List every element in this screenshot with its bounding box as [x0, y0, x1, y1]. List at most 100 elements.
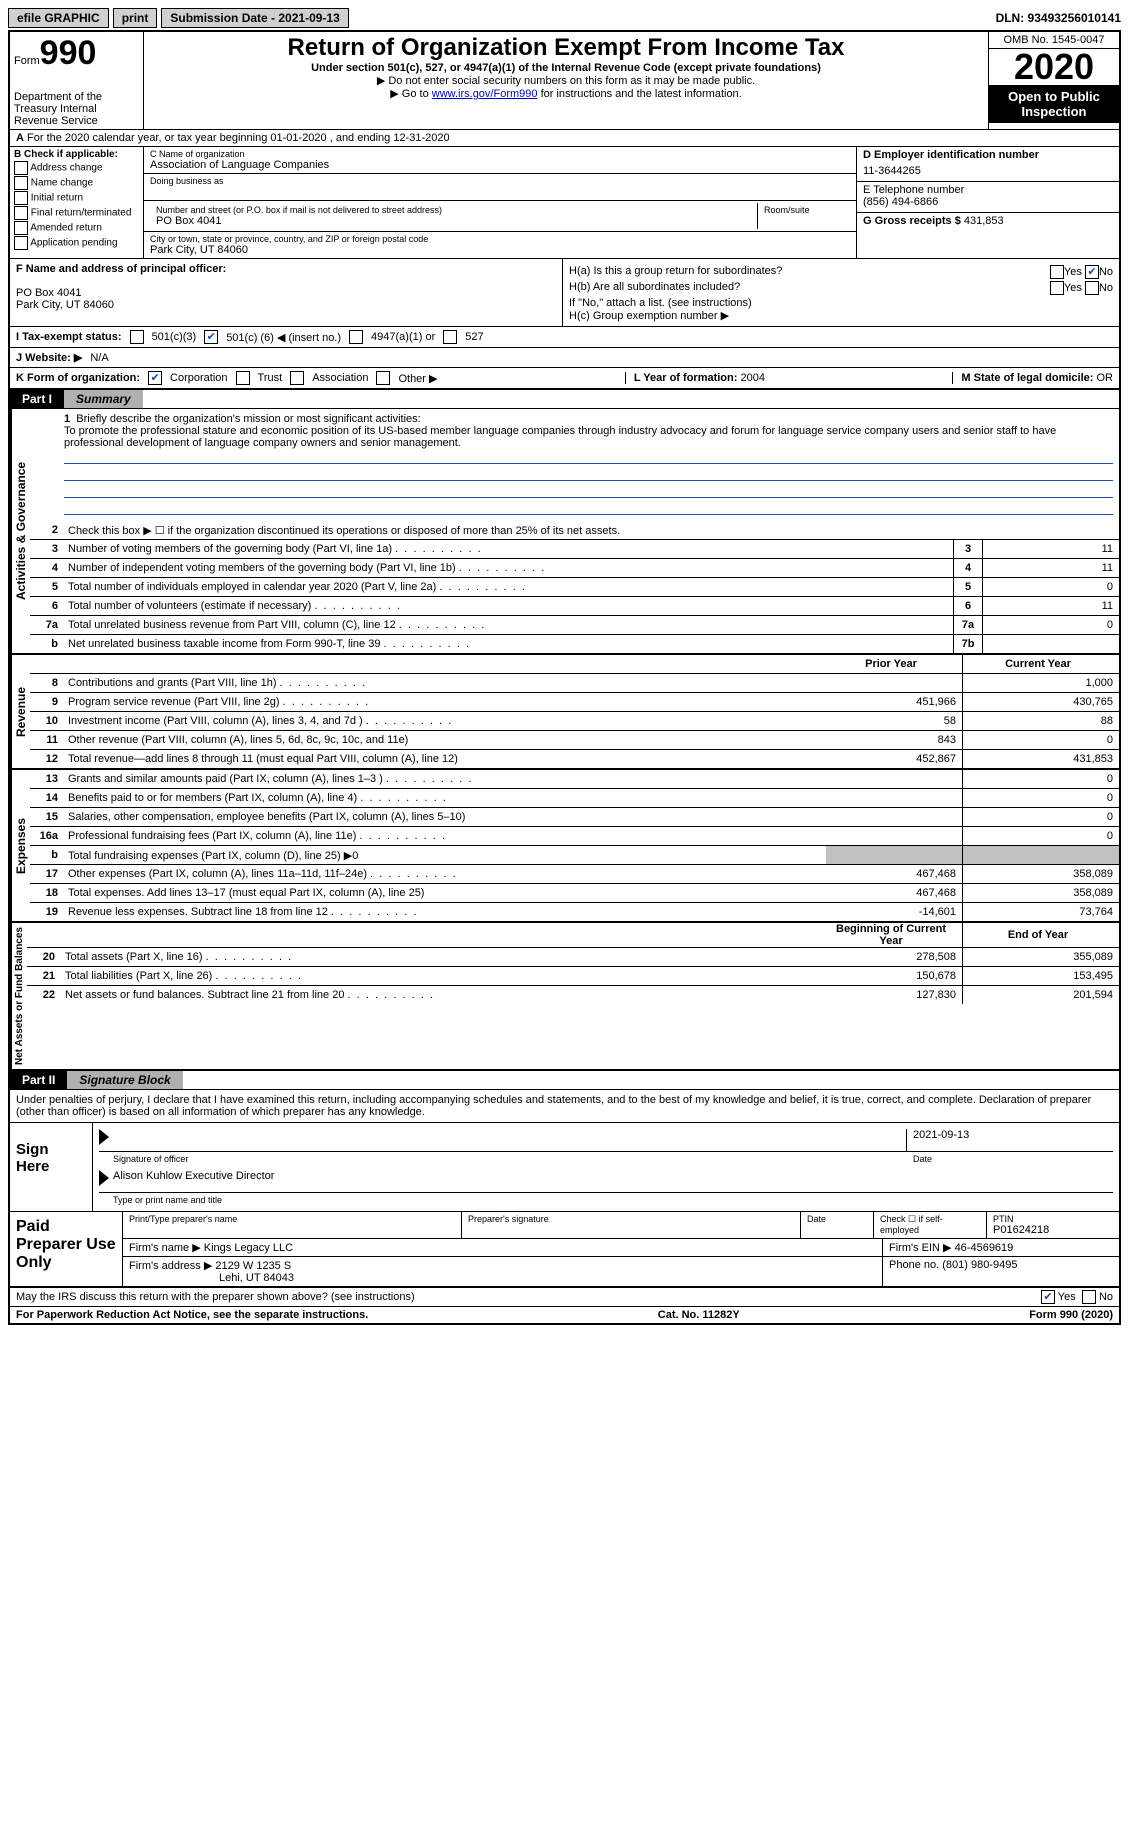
- h-group-cell: H(a) Is this a group return for subordin…: [563, 259, 1119, 326]
- ptin-value: P01624218: [993, 1224, 1113, 1236]
- line5-desc: Total number of individuals employed in …: [64, 580, 953, 594]
- firm-phone-value: (801) 980-9495: [942, 1259, 1017, 1271]
- na-lines: Beginning of Current YearEnd of Year 20T…: [27, 923, 1119, 1069]
- org-address: PO Box 4041: [156, 215, 751, 227]
- officer-name-title: Alison Kuhlow Executive Director: [113, 1170, 274, 1192]
- end-year-header: End of Year: [962, 923, 1119, 947]
- application-pending-checkbox[interactable]: [14, 236, 28, 250]
- discuss-text: May the IRS discuss this return with the…: [16, 1291, 415, 1303]
- 527-label: 527: [465, 331, 483, 343]
- org-name: Association of Language Companies: [150, 159, 850, 171]
- preparer-date-label: Date: [807, 1214, 867, 1224]
- website-row: J Website: ▶ N/A: [10, 348, 1119, 368]
- discuss-no-checkbox[interactable]: [1082, 1290, 1096, 1304]
- irs-link[interactable]: www.irs.gov/Form990: [432, 88, 538, 100]
- line11-curr: 0: [962, 731, 1119, 749]
- hb-yes-checkbox[interactable]: [1050, 281, 1064, 295]
- row-a-text: For the 2020 calendar year, or tax year …: [27, 132, 450, 144]
- form-number: 990: [40, 34, 97, 72]
- name-change-checkbox[interactable]: [14, 176, 28, 190]
- line13-prior: [826, 770, 962, 788]
- sig-officer-label: Signature of officer: [99, 1154, 913, 1164]
- final-return-checkbox[interactable]: [14, 206, 28, 220]
- line22-prior: 127,830: [826, 986, 962, 1004]
- rev-lines: Prior YearCurrent Year 8Contributions an…: [30, 655, 1119, 768]
- sign-here-label: Sign Here: [10, 1123, 93, 1211]
- paid-preparer-label: Paid Preparer Use Only: [10, 1212, 123, 1286]
- line17-curr: 358,089: [962, 865, 1119, 883]
- amended-return-label: Amended return: [30, 223, 102, 234]
- form-id-cell: Form990 Department of the Treasury Inter…: [10, 32, 144, 129]
- line20-desc: Total assets (Part X, line 16): [61, 950, 826, 964]
- discuss-yes-label: Yes: [1058, 1291, 1076, 1303]
- h-a-label: H(a) Is this a group return for subordin…: [569, 265, 782, 279]
- firm-addr-label: Firm's address ▶: [129, 1260, 212, 1272]
- amended-return-checkbox[interactable]: [14, 221, 28, 235]
- perjury-text: Under penalties of perjury, I declare th…: [10, 1090, 1119, 1123]
- firm-ein-value: 46-4569619: [955, 1242, 1014, 1254]
- line6-desc: Total number of volunteers (estimate if …: [64, 599, 953, 613]
- line22-curr: 201,594: [962, 986, 1119, 1004]
- note-link: ▶ Go to www.irs.gov/Form990 for instruct…: [148, 87, 984, 100]
- tel-label: E Telephone number: [863, 184, 1113, 196]
- line4-desc: Number of independent voting members of …: [64, 561, 953, 575]
- assoc-checkbox[interactable]: [290, 371, 304, 385]
- type-name-label: Type or print name and title: [99, 1195, 1113, 1205]
- arrow-icon: [99, 1129, 109, 1145]
- line7b-val: [983, 635, 1119, 653]
- efile-button[interactable]: efile GRAPHIC: [8, 8, 109, 28]
- line16a-curr: 0: [962, 827, 1119, 845]
- part2-title: Signature Block: [67, 1071, 182, 1089]
- line12-prior: 452,867: [826, 750, 962, 768]
- paperwork-text: For Paperwork Reduction Act Notice, see …: [16, 1309, 368, 1321]
- sign-right-cell: 2021-09-13 Signature of officerDate Alis…: [93, 1123, 1119, 1211]
- initial-return-checkbox[interactable]: [14, 191, 28, 205]
- room-label: Room/suite: [758, 203, 850, 229]
- 501c3-checkbox[interactable]: [130, 330, 144, 344]
- officer-addr1: PO Box 4041: [16, 287, 556, 299]
- line21-prior: 150,678: [826, 967, 962, 985]
- line16a-prior: [826, 827, 962, 845]
- part1-title: Summary: [64, 390, 143, 408]
- corp-checkbox[interactable]: [148, 371, 162, 385]
- hb-no-label: No: [1099, 282, 1113, 294]
- hb-no-checkbox[interactable]: [1085, 281, 1099, 295]
- other-checkbox[interactable]: [376, 371, 390, 385]
- line22-desc: Net assets or fund balances. Subtract li…: [61, 988, 826, 1002]
- corp-label: Corporation: [170, 372, 227, 384]
- line17-desc: Other expenses (Part IX, column (A), lin…: [64, 867, 826, 881]
- trust-checkbox[interactable]: [236, 371, 250, 385]
- line10-desc: Investment income (Part VIII, column (A)…: [64, 714, 826, 728]
- address-change-checkbox[interactable]: [14, 161, 28, 175]
- print-button[interactable]: print: [113, 8, 158, 28]
- line21-curr: 153,495: [962, 967, 1119, 985]
- ha-yes-checkbox[interactable]: [1050, 265, 1064, 279]
- open-to-public: Open to Public Inspection: [989, 85, 1119, 123]
- 4947-checkbox[interactable]: [349, 330, 363, 344]
- line12-desc: Total revenue—add lines 8 through 11 (mu…: [64, 752, 826, 766]
- form-subtitle: Under section 501(c), 527, or 4947(a)(1)…: [148, 62, 984, 74]
- ptin-label: PTIN: [993, 1214, 1113, 1224]
- tax-status-row: I Tax-exempt status: 501(c)(3) 501(c) (6…: [10, 327, 1119, 348]
- part1-bar: Part ISummary: [10, 390, 1119, 409]
- sig-date-value: 2021-09-13: [906, 1129, 1113, 1151]
- line4-val: 11: [983, 559, 1119, 577]
- bottom-line: For Paperwork Reduction Act Notice, see …: [10, 1306, 1119, 1323]
- part2-bar: Part IISignature Block: [10, 1071, 1119, 1090]
- line9-curr: 430,765: [962, 693, 1119, 711]
- ha-no-checkbox[interactable]: [1085, 265, 1099, 279]
- ha-yes-label: Yes: [1064, 266, 1082, 278]
- submission-button[interactable]: Submission Date - 2021-09-13: [161, 8, 348, 28]
- col-b-checkboxes: B Check if applicable: Address change Na…: [10, 147, 144, 258]
- 527-checkbox[interactable]: [443, 330, 457, 344]
- mission-label: Briefly describe the organization's miss…: [76, 413, 420, 425]
- form-title: Return of Organization Exempt From Incom…: [148, 34, 984, 62]
- 501c-checkbox[interactable]: [204, 330, 218, 344]
- note-link-post: for instructions and the latest informat…: [538, 88, 742, 100]
- line11-desc: Other revenue (Part VIII, column (A), li…: [64, 733, 826, 747]
- form-org-label: K Form of organization:: [16, 372, 140, 384]
- arrow-icon: [99, 1170, 109, 1186]
- firm-name-value: Kings Legacy LLC: [204, 1242, 293, 1254]
- discuss-yes-checkbox[interactable]: [1041, 1290, 1055, 1304]
- discuss-row: May the IRS discuss this return with the…: [10, 1288, 1119, 1306]
